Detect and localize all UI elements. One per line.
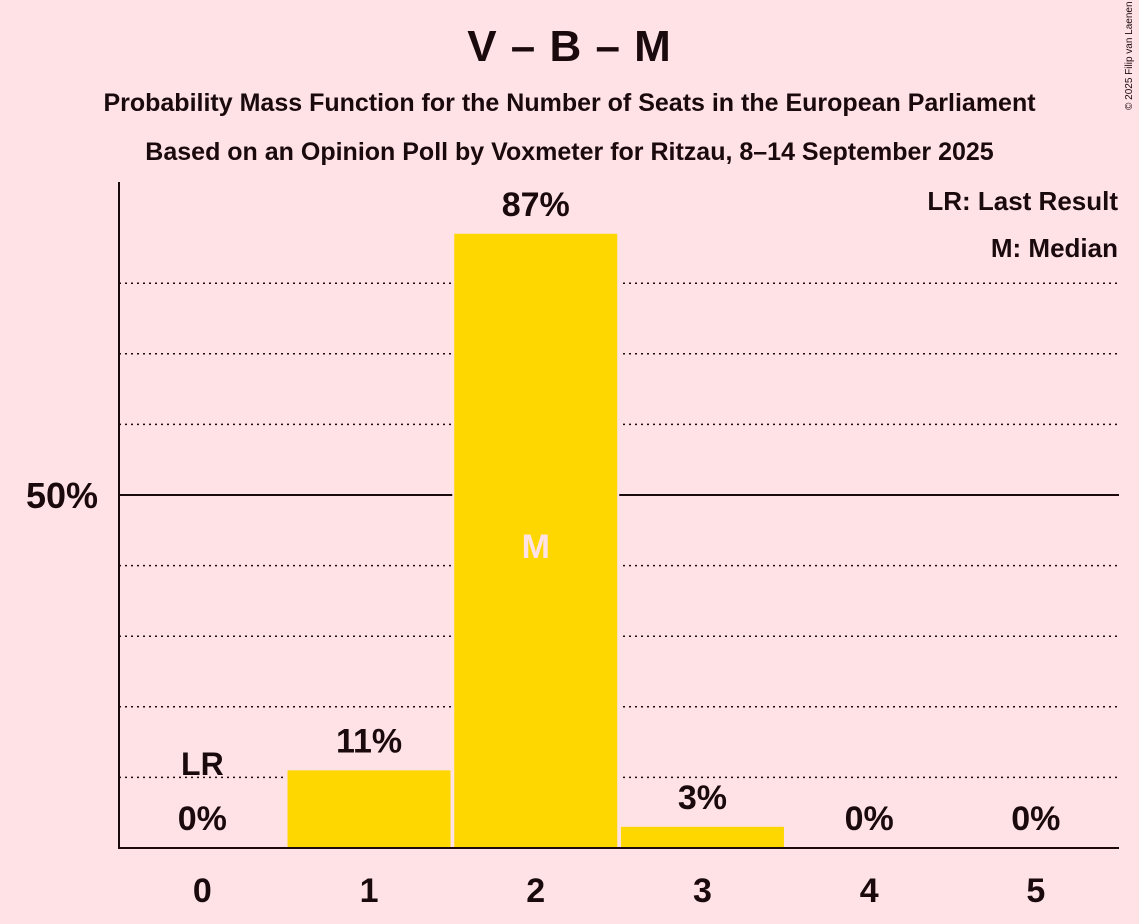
x-tick-label-2: 2 [526,872,545,910]
chart-subtitle: Probability Mass Function for the Number… [103,89,1036,117]
value-label-1: 11% [336,722,402,760]
x-tick-label-0: 0 [193,872,212,910]
legend-median: M: Median [990,233,1118,263]
x-tick-label-5: 5 [1026,872,1045,910]
value-label-5: 0% [1011,800,1060,838]
legend-last-result: LR: Last Result [927,186,1118,216]
x-tick-label-3: 3 [693,872,712,910]
y-tick-label: 50% [26,475,98,516]
x-tick-label-4: 4 [860,872,879,910]
value-label-0: 0% [178,800,227,838]
chart-source: Based on an Opinion Poll by Voxmeter for… [145,138,994,166]
value-label-4: 0% [845,800,894,838]
bar-1 [287,770,451,848]
bar-3 [620,826,784,848]
bar-2 [454,233,618,848]
value-label-2: 87% [502,186,570,224]
chart-title: V – B – M [467,22,672,71]
last-result-marker: LR [181,746,224,782]
x-tick-label-1: 1 [360,872,379,910]
value-label-3: 3% [678,779,727,817]
median-marker: M [522,528,550,566]
